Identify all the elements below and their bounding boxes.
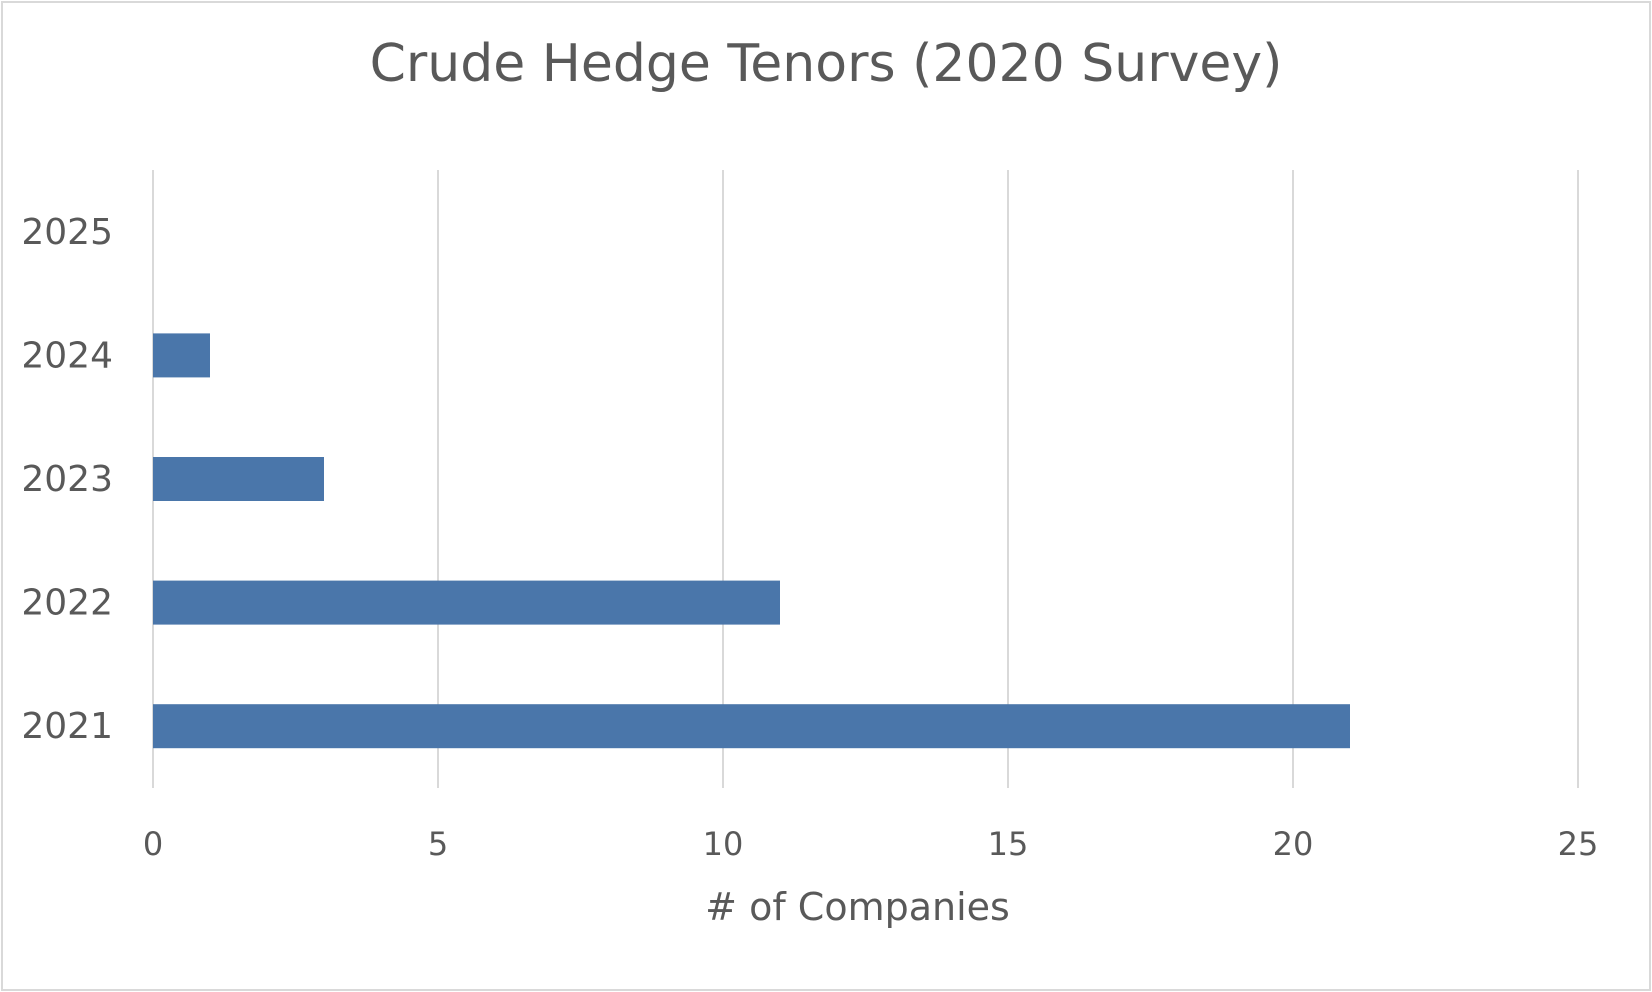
chart-title: Crude Hedge Tenors (2020 Survey): [369, 34, 1283, 94]
x-tick-label: 0: [143, 825, 163, 863]
gridlines: [152, 170, 1579, 788]
y-tick-label: 2023: [21, 459, 113, 500]
x-tick-label: 15: [988, 825, 1029, 863]
x-tick-label: 10: [703, 825, 744, 863]
bar-2022: [153, 580, 780, 625]
x-tick-label: 5: [428, 825, 448, 863]
y-tick-label: 2024: [21, 335, 113, 376]
x-axis-label: # of Companies: [705, 885, 1010, 929]
x-tick-labels: 0 5 10 15 20 25: [143, 825, 1599, 863]
y-tick-label: 2022: [21, 583, 113, 624]
x-tick-label: 20: [1273, 825, 1314, 863]
y-tick-label: 2025: [21, 212, 113, 253]
x-tick-label: 25: [1558, 825, 1599, 863]
y-tick-labels: 2021 2022 2023 2024 2025: [21, 212, 113, 747]
bars: [153, 333, 1350, 749]
y-tick-label: 2021: [21, 706, 113, 747]
bar-2024: [153, 333, 210, 378]
bar-2023: [153, 457, 324, 501]
bar-2021: [153, 704, 1350, 749]
